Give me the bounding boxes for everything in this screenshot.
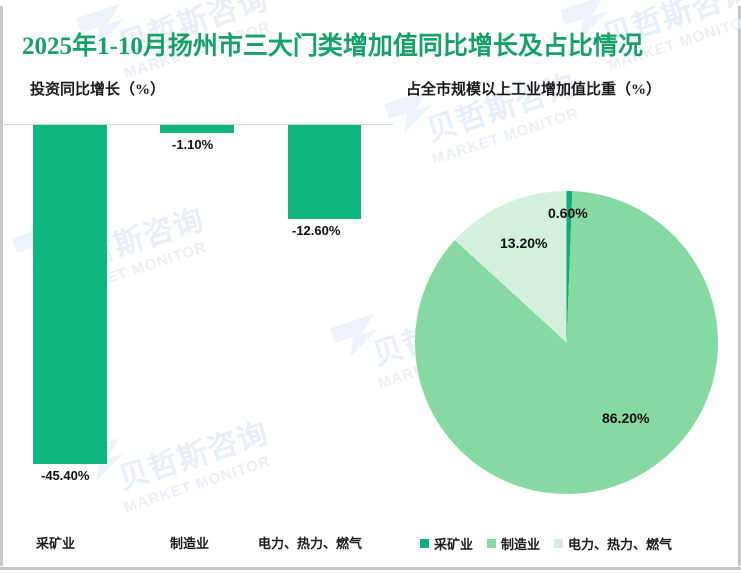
pie-chart-subtitle: 占全市规模以上工业增加值比重（%） — [406, 82, 662, 98]
legend-item-1[interactable]: 采矿业 — [420, 534, 473, 553]
bar-1[interactable] — [33, 125, 107, 464]
legend-label: 采矿业 — [434, 537, 474, 552]
chart-legend: 采矿业 制造业 电力、热力、燃气 — [420, 534, 672, 553]
bar-3[interactable] — [288, 125, 361, 219]
pie-value-label-3: 13.20% — [500, 235, 548, 251]
legend-label: 制造业 — [501, 537, 541, 552]
legend-swatch-icon — [420, 539, 429, 548]
pie-value-label-1: 0.60% — [548, 205, 588, 221]
legend-label: 电力、热力、燃气 — [568, 537, 673, 552]
bar-value-label: -1.10% — [172, 137, 214, 153]
legend-item-2[interactable]: 制造业 — [487, 534, 540, 553]
bar-chart-zero-axis — [4, 124, 393, 125]
bar-2[interactable] — [160, 125, 234, 134]
pie-value-label-2: 86.20% — [602, 410, 650, 426]
bar-chart: -45.40% -1.10% -12.60% — [0, 110, 400, 540]
legend-item-3[interactable]: 电力、热力、燃气 — [554, 534, 672, 553]
figure-border-right — [738, 6, 741, 566]
bar-category-label-2: 制造业 — [170, 536, 210, 551]
page-title: 2025年1-10月扬州市三大门类增加值同比增长及占比情况 — [22, 33, 643, 60]
bar-value-label: -45.40% — [41, 467, 90, 483]
pie-chart: 0.60% 86.20% 13.20% — [380, 110, 741, 540]
pie-slices — [415, 191, 718, 494]
legend-swatch-icon — [487, 539, 497, 548]
figure-border-bottom — [0, 567, 741, 570]
figure-border-left — [0, 6, 3, 566]
legend-swatch-icon — [554, 539, 564, 548]
bar-value-label: -12.60% — [292, 222, 341, 238]
bar-category-label-3: 电力、热力、燃气 — [258, 536, 363, 551]
bar-chart-subtitle: 投资同比增长（%） — [30, 82, 166, 98]
bar-category-label-1: 采矿业 — [36, 536, 76, 551]
